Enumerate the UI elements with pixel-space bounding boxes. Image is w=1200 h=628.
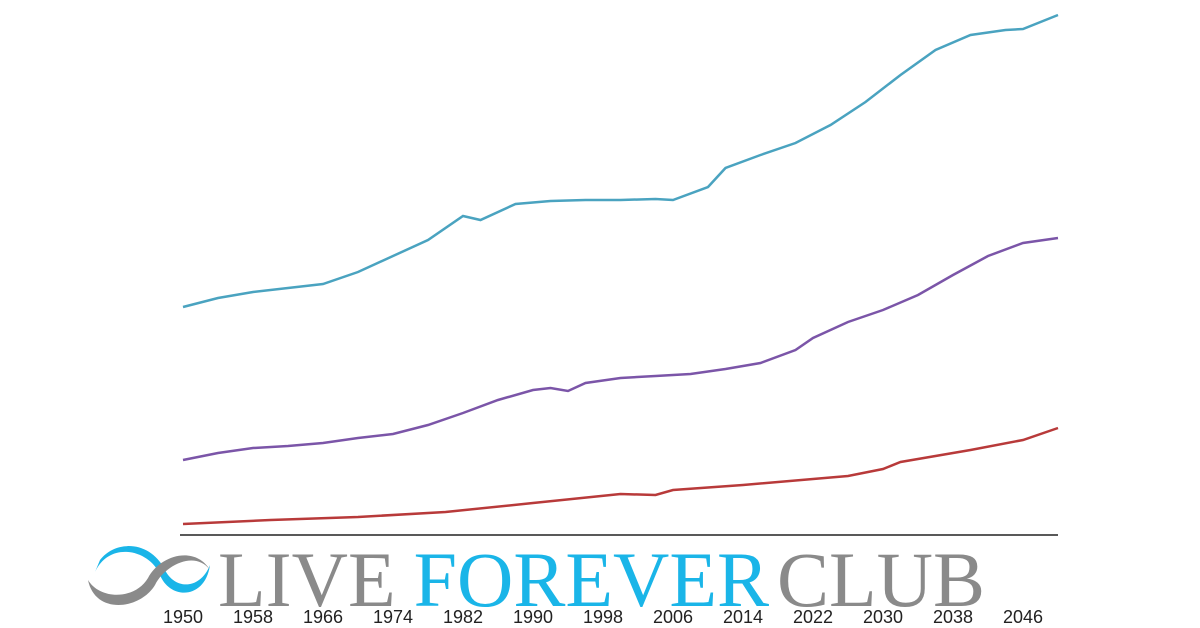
x-tick-label: 1966: [303, 607, 343, 627]
x-tick-label: 1974: [373, 607, 413, 627]
x-tick-label: 1958: [233, 607, 273, 627]
logo-part: CLUB: [777, 536, 985, 623]
line: [182, 13, 1059, 309]
logo-part: FOREVER: [414, 536, 769, 623]
x-tick-label: 2030: [863, 607, 903, 627]
plot: 1950 1958 1966 1974 1982 1990 1998 2006 2014 2022…: [163, 13, 1059, 627]
x-tick-label: 2046: [1003, 607, 1043, 627]
x-tick-label: 1998: [583, 607, 623, 627]
x-tick-label: 2022: [793, 607, 833, 627]
x-tick-label: 1982: [443, 607, 483, 627]
x-tick-label: 1950: [163, 607, 203, 627]
logo-text: LIVE FOREVER CLUB: [218, 536, 985, 623]
line: [182, 426, 1059, 526]
logo-icon: [95, 546, 210, 593]
x-tick-label: 2038: [933, 607, 973, 627]
x-tick-label: 2006: [653, 607, 693, 627]
x-tick-label: 2014: [723, 607, 763, 627]
logo-icon: [88, 555, 210, 605]
x-tick-label: 1990: [513, 607, 553, 627]
line: [182, 236, 1059, 462]
logo: LIVE FOREVER CLUB: [88, 536, 985, 623]
logo-part: LIVE: [218, 536, 396, 623]
